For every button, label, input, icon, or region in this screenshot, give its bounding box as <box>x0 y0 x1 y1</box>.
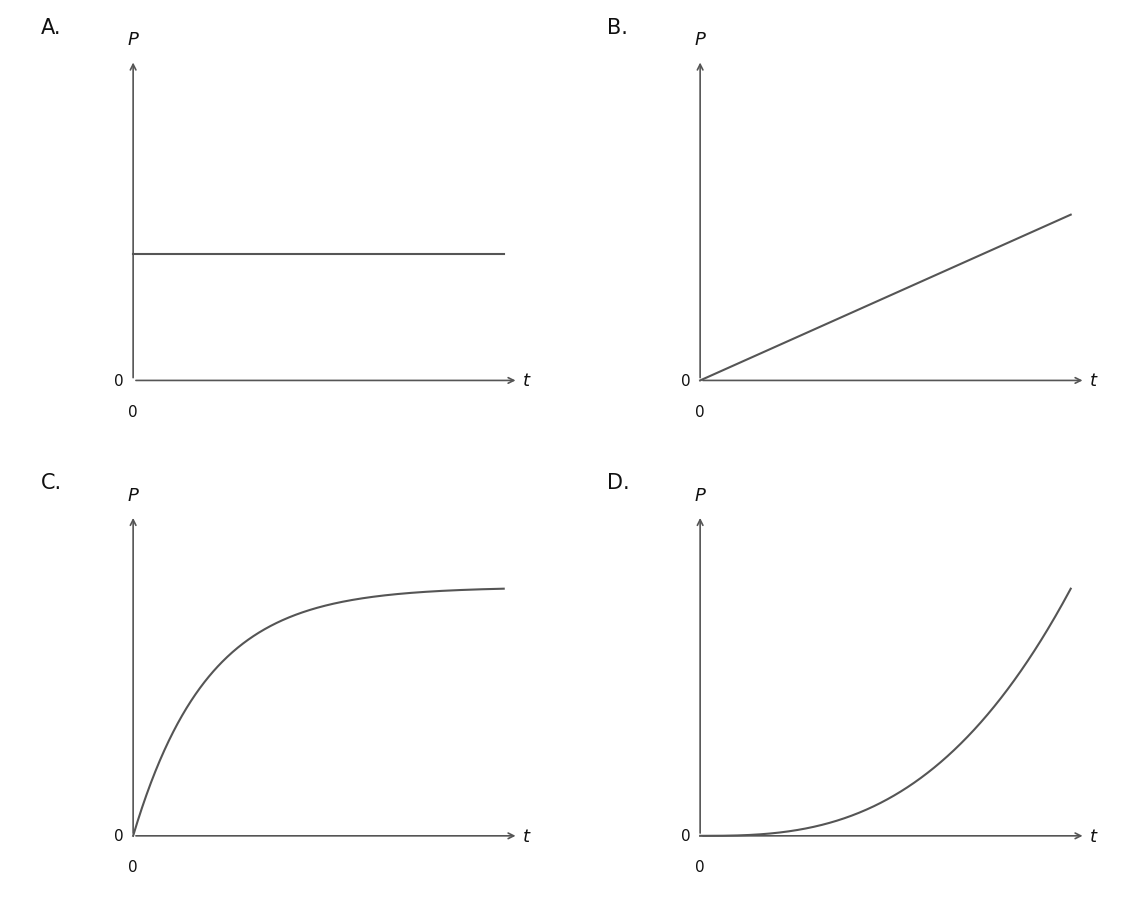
Text: A.: A. <box>41 17 61 38</box>
Text: P: P <box>128 486 138 504</box>
Text: 0: 0 <box>680 828 691 844</box>
Text: 0: 0 <box>113 828 124 844</box>
Text: 0: 0 <box>695 404 705 419</box>
Text: C.: C. <box>41 472 61 493</box>
Text: t: t <box>1090 827 1098 845</box>
Text: t: t <box>1090 372 1098 390</box>
Text: t: t <box>523 827 531 845</box>
Text: 0: 0 <box>128 859 138 874</box>
Text: P: P <box>695 486 705 504</box>
Text: P: P <box>128 31 138 49</box>
Text: t: t <box>523 372 531 390</box>
Text: P: P <box>695 31 705 49</box>
Text: 0: 0 <box>113 373 124 389</box>
Text: D.: D. <box>608 472 631 493</box>
Text: 0: 0 <box>680 373 691 389</box>
Text: B.: B. <box>608 17 628 38</box>
Text: 0: 0 <box>128 404 138 419</box>
Text: 0: 0 <box>695 859 705 874</box>
